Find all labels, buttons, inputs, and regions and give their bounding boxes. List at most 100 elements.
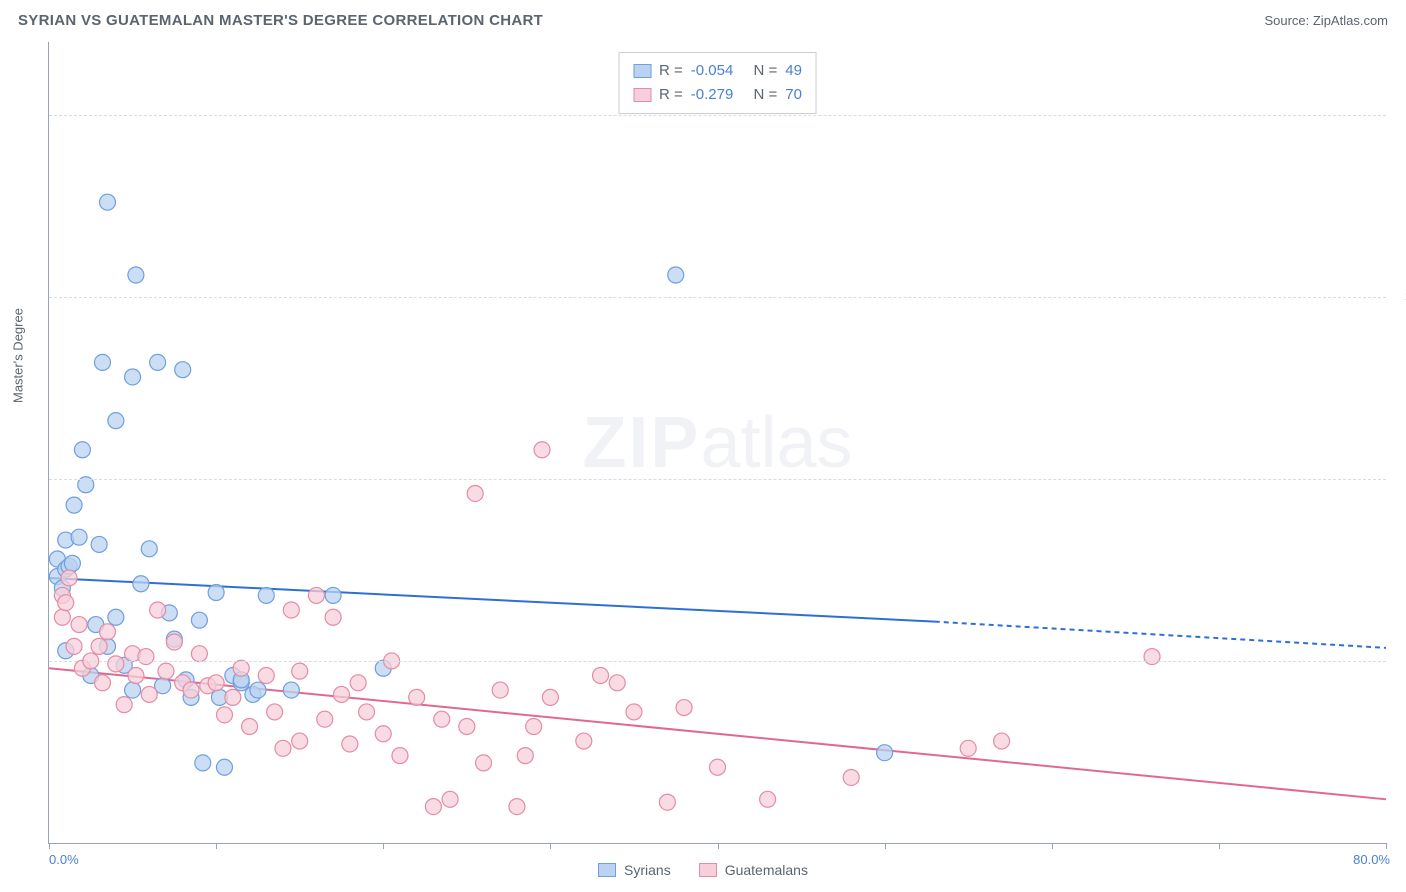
legend-item-syrians: Syrians	[598, 862, 671, 878]
data-point	[434, 711, 450, 727]
data-point	[66, 638, 82, 654]
data-point	[166, 634, 182, 650]
data-point	[676, 700, 692, 716]
data-point	[258, 587, 274, 603]
data-point	[99, 624, 115, 640]
data-point	[509, 799, 525, 815]
data-point	[125, 682, 141, 698]
data-point	[116, 697, 132, 713]
data-point	[54, 609, 70, 625]
gridline	[49, 479, 1386, 480]
data-point	[108, 609, 124, 625]
x-tick	[216, 843, 217, 849]
scatter-svg	[49, 42, 1386, 843]
data-point	[350, 675, 366, 691]
data-point	[141, 686, 157, 702]
data-point	[626, 704, 642, 720]
data-point	[191, 612, 207, 628]
data-point	[359, 704, 375, 720]
data-point	[760, 791, 776, 807]
swatch-guatemalans-bottom	[699, 863, 717, 877]
data-point	[576, 733, 592, 749]
data-point	[216, 707, 232, 723]
data-point	[61, 570, 77, 586]
data-point	[308, 587, 324, 603]
x-min-label: 0.0%	[49, 852, 79, 867]
data-point	[128, 267, 144, 283]
data-point	[150, 354, 166, 370]
data-point	[71, 617, 87, 633]
data-point	[409, 689, 425, 705]
data-point	[317, 711, 333, 727]
series-legend: Syrians Guatemalans	[598, 862, 808, 878]
data-point	[425, 799, 441, 815]
gridline	[49, 661, 1386, 662]
x-tick	[718, 843, 719, 849]
data-point	[91, 638, 107, 654]
data-point	[283, 682, 299, 698]
data-point	[108, 413, 124, 429]
data-point	[877, 745, 893, 761]
data-point	[275, 740, 291, 756]
data-point	[476, 755, 492, 771]
data-point	[258, 668, 274, 684]
data-point	[94, 675, 110, 691]
data-point	[71, 529, 87, 545]
data-point	[242, 718, 258, 734]
data-point	[843, 769, 859, 785]
y-axis-label: Master's Degree	[11, 308, 26, 403]
data-point	[208, 585, 224, 601]
source-attribution: Source: ZipAtlas.com	[1264, 13, 1388, 28]
y-tick-label: 12.5%	[1392, 653, 1406, 668]
data-point	[542, 689, 558, 705]
data-point	[609, 675, 625, 691]
data-point	[292, 733, 308, 749]
data-point	[74, 442, 90, 458]
data-point	[292, 663, 308, 679]
data-point	[94, 354, 110, 370]
x-max-label: 80.0%	[1353, 852, 1390, 867]
data-point	[195, 755, 211, 771]
data-point	[467, 485, 483, 501]
x-tick	[550, 843, 551, 849]
data-point	[66, 497, 82, 513]
data-point	[141, 541, 157, 557]
data-point	[526, 718, 542, 734]
data-point	[108, 656, 124, 672]
data-point	[659, 794, 675, 810]
gridline	[49, 115, 1386, 116]
data-point	[325, 587, 341, 603]
data-point	[333, 686, 349, 702]
chart-title: SYRIAN VS GUATEMALAN MASTER'S DEGREE COR…	[18, 12, 543, 29]
swatch-syrians-bottom	[598, 863, 616, 877]
x-tick	[885, 843, 886, 849]
data-point	[442, 791, 458, 807]
data-point	[175, 362, 191, 378]
data-point	[375, 726, 391, 742]
data-point	[216, 759, 232, 775]
x-tick	[1052, 843, 1053, 849]
data-point	[492, 682, 508, 698]
data-point	[325, 609, 341, 625]
data-point	[459, 718, 475, 734]
data-point	[668, 267, 684, 283]
data-point	[133, 576, 149, 592]
x-tick	[383, 843, 384, 849]
plot-region: ZIPatlas R = -0.054 N = 49 R = -0.279 N …	[48, 42, 1386, 844]
data-point	[64, 555, 80, 571]
chart-area: Master's Degree ZIPatlas R = -0.054 N = …	[48, 42, 1386, 844]
x-tick	[49, 843, 50, 849]
data-point	[225, 689, 241, 705]
data-point	[150, 602, 166, 618]
data-point	[250, 682, 266, 698]
x-tick	[1219, 843, 1220, 849]
data-point	[392, 748, 408, 764]
data-point	[138, 649, 154, 665]
data-point	[342, 736, 358, 752]
data-point	[128, 668, 144, 684]
data-point	[267, 704, 283, 720]
data-point	[158, 663, 174, 679]
data-point	[183, 682, 199, 698]
data-point	[91, 536, 107, 552]
x-tick	[1386, 843, 1387, 849]
